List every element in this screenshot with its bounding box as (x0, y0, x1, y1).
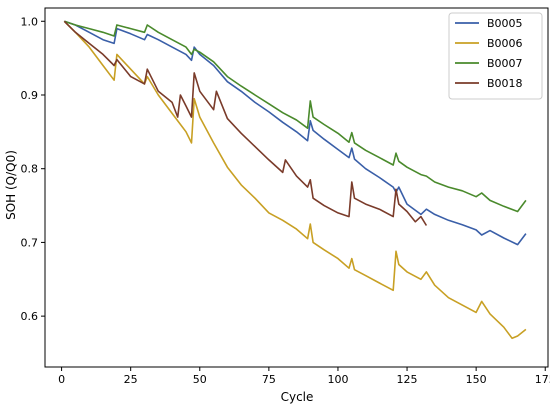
x-axis: 0 25 50 75 100 125 150 175 (58, 367, 550, 386)
series-line-b0005 (64, 20, 527, 246)
x-tick-label: 150 (466, 373, 487, 386)
x-tick-label: 175 (535, 373, 550, 386)
legend-label-b0006: B0006 (487, 37, 523, 50)
y-tick-label: 1.0 (21, 15, 39, 28)
legend-label-b0005: B0005 (487, 17, 523, 30)
plot-frame (44, 7, 549, 368)
legend-box (448, 12, 543, 100)
x-tick-label: 75 (262, 373, 276, 386)
legend-label-b0007: B0007 (487, 57, 523, 70)
legend-label-b0018: B0018 (487, 77, 523, 90)
x-tick-label: 125 (397, 373, 418, 386)
y-axis: 0.6 0.7 0.8 0.9 1.0 (21, 15, 45, 323)
y-tick-label: 0.7 (21, 236, 39, 249)
series-line-b0018 (63, 20, 428, 226)
x-tick-label: 0 (58, 373, 65, 386)
x-tick-label: 25 (124, 373, 138, 386)
y-tick-label: 0.6 (21, 310, 39, 323)
x-tick-label: 100 (327, 373, 348, 386)
legend-entries: B0005 B0006 B0007 B0018 (448, 12, 543, 100)
y-axis-label: SOH (Q/Q0) (4, 150, 18, 220)
series-line-b0006 (63, 20, 527, 340)
x-axis-label: Cycle (281, 390, 314, 404)
y-tick-label: 0.8 (21, 163, 39, 176)
x-tick-label: 50 (193, 373, 207, 386)
series-line-b0007 (64, 20, 527, 213)
y-tick-label: 0.9 (21, 89, 39, 102)
plot-lines (63, 20, 527, 340)
